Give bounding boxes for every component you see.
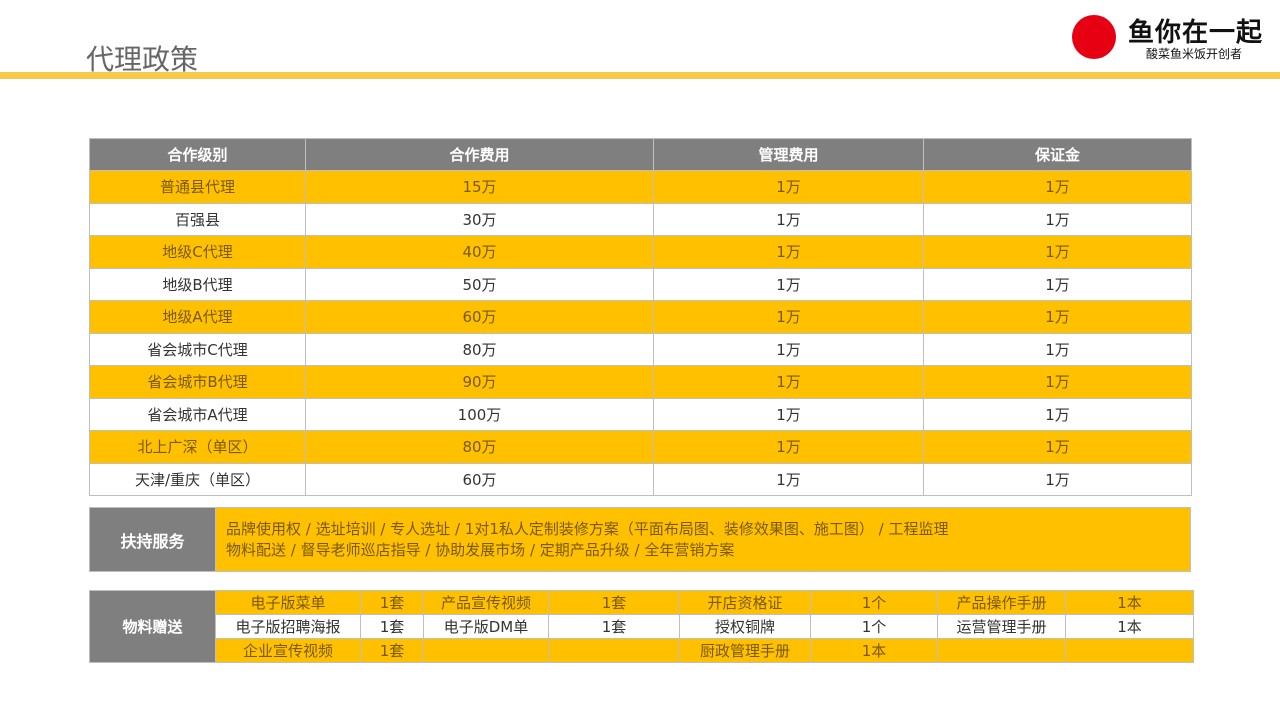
table-cell: 普通县代理 — [89, 170, 306, 204]
support-line: 品牌使用权 / 选址培训 / 专人选址 / 1对1私人定制装修方案（平面布局图、… — [226, 519, 949, 538]
table-cell: 省会城市C代理 — [89, 332, 306, 366]
table-row: 天津/重庆（单区） 60万 1万 1万 — [89, 462, 1192, 496]
materials-cell: 1个 — [810, 590, 938, 615]
materials-cell: 电子版招聘海报 — [215, 614, 361, 639]
materials-cell: 电子版DM单 — [423, 614, 549, 639]
table-row: 地级A代理 60万 1万 1万 — [89, 300, 1192, 334]
table-cell: 1万 — [653, 235, 924, 269]
logo-slogan: 酸菜鱼米饭开创者 — [1146, 47, 1243, 61]
table-cell: 1万 — [653, 332, 924, 366]
table-row: 北上广深（单区） 80万 1万 1万 — [89, 430, 1192, 464]
table-cell: 1万 — [923, 202, 1192, 236]
table-cell: 1万 — [923, 300, 1192, 334]
materials-cell — [423, 638, 549, 663]
materials-cell: 产品操作手册 — [937, 590, 1066, 615]
table-cell: 1万 — [653, 170, 924, 204]
materials-cell — [548, 638, 680, 663]
table-cell: 30万 — [305, 202, 654, 236]
table-cell: 1万 — [923, 267, 1192, 301]
materials-row: 物料赠送 电子版菜单 1套 产品宣传视频 1套 开店资格证 1个 产品操作手册 1本 — [89, 590, 1194, 663]
support-services-table: 扶持服务 品牌使用权 / 选址培训 / 专人选址 / 1对1私人定制装修方案（平… — [89, 507, 1191, 572]
support-label: 扶持服务 — [89, 507, 216, 572]
support-content: 品牌使用权 / 选址培训 / 专人选址 / 1对1私人定制装修方案（平面布局图、… — [215, 507, 1191, 572]
column-header: 合作级别 — [89, 138, 306, 171]
table-cell: 80万 — [305, 430, 654, 464]
table-cell: 1万 — [653, 397, 924, 431]
column-header: 合作费用 — [305, 138, 654, 171]
support-line: 物料配送 / 督导老师巡店指导 / 协助发展市场 / 定期产品升级 / 全年营销… — [226, 540, 735, 559]
materials-cell: 1套 — [360, 590, 424, 615]
materials-cell: 开店资格证 — [679, 590, 811, 615]
materials-cell — [1065, 638, 1194, 663]
materials-table: 物料赠送 电子版菜单 1套 产品宣传视频 1套 开店资格证 1个 产品操作手册 1本 电子版招聘海… — [89, 590, 1194, 663]
table-cell: 60万 — [305, 462, 654, 496]
materials-row: 电子版招聘海报 1套 电子版DM单 1套 授权铜牌 1个 运营管理手册 1本 — [90, 614, 1194, 639]
table-cell: 省会城市A代理 — [89, 397, 306, 431]
table-cell: 80万 — [305, 332, 654, 366]
table-cell: 1万 — [923, 365, 1192, 399]
table-cell: 1万 — [653, 462, 924, 496]
table-cell: 1万 — [653, 300, 924, 334]
table-row: 地级B代理 50万 1万 1万 — [89, 267, 1192, 301]
materials-cell: 1本 — [1065, 614, 1194, 639]
materials-cell: 1本 — [810, 638, 938, 663]
table-cell: 地级A代理 — [89, 300, 306, 334]
materials-cell: 1套 — [548, 590, 680, 615]
table-row: 省会城市C代理 80万 1万 1万 — [89, 332, 1192, 366]
table-cell: 1万 — [653, 202, 924, 236]
table-row: 普通县代理 15万 1万 1万 — [89, 170, 1192, 204]
materials-cell: 1个 — [810, 614, 938, 639]
title-underline — [0, 72, 1280, 79]
materials-cell: 产品宣传视频 — [423, 590, 549, 615]
column-header: 保证金 — [923, 138, 1192, 171]
table-cell: 1万 — [923, 462, 1192, 496]
brand-logo: 鱼你在一起 酸菜鱼米饭开创者 — [1072, 12, 1272, 62]
table-cell: 百强县 — [89, 202, 306, 236]
materials-cell: 厨政管理手册 — [679, 638, 811, 663]
logo-name: 鱼你在一起 — [1128, 18, 1264, 48]
table-cell: 60万 — [305, 300, 654, 334]
column-header: 管理费用 — [653, 138, 924, 171]
materials-cell: 1套 — [548, 614, 680, 639]
page-title: 代理政策 — [86, 43, 199, 76]
table-cell: 50万 — [305, 267, 654, 301]
materials-cell — [937, 638, 1066, 663]
table-cell: 1万 — [923, 170, 1192, 204]
table-cell: 省会城市B代理 — [89, 365, 306, 399]
table-row: 地级C代理 40万 1万 1万 — [89, 235, 1192, 269]
materials-row: 企业宣传视频 1套 厨政管理手册 1本 — [90, 638, 1194, 663]
materials-label: 物料赠送 — [89, 590, 216, 663]
table-cell: 地级B代理 — [89, 267, 306, 301]
materials-cell: 1本 — [1065, 590, 1194, 615]
table-cell: 100万 — [305, 397, 654, 431]
table-cell: 地级C代理 — [89, 235, 306, 269]
table-row: 省会城市B代理 90万 1万 1万 — [89, 365, 1192, 399]
agency-fee-table: 合作级别 合作费用 管理费用 保证金 普通县代理 15万 1万 1万 百强县 30万 1万 1万 地级… — [89, 138, 1192, 496]
materials-cell: 1套 — [360, 614, 424, 639]
table-cell: 北上广深（单区） — [89, 430, 306, 464]
table-cell: 天津/重庆（单区） — [89, 462, 306, 496]
table-cell: 1万 — [923, 235, 1192, 269]
table-cell: 40万 — [305, 235, 654, 269]
materials-cell: 1套 — [360, 638, 424, 663]
table-row: 省会城市A代理 100万 1万 1万 — [89, 397, 1192, 431]
materials-cell: 授权铜牌 — [679, 614, 811, 639]
materials-cell: 电子版菜单 — [215, 590, 361, 615]
table-cell: 1万 — [653, 430, 924, 464]
table-cell: 15万 — [305, 170, 654, 204]
table-cell: 90万 — [305, 365, 654, 399]
table-row: 百强县 30万 1万 1万 — [89, 202, 1192, 236]
table-cell: 1万 — [923, 397, 1192, 431]
logo-fish-icon — [1072, 15, 1116, 59]
table-cell: 1万 — [923, 430, 1192, 464]
materials-cell: 运营管理手册 — [937, 614, 1066, 639]
table-cell: 1万 — [653, 267, 924, 301]
table-cell: 1万 — [653, 365, 924, 399]
materials-cell: 企业宣传视频 — [215, 638, 361, 663]
table-cell: 1万 — [923, 332, 1192, 366]
